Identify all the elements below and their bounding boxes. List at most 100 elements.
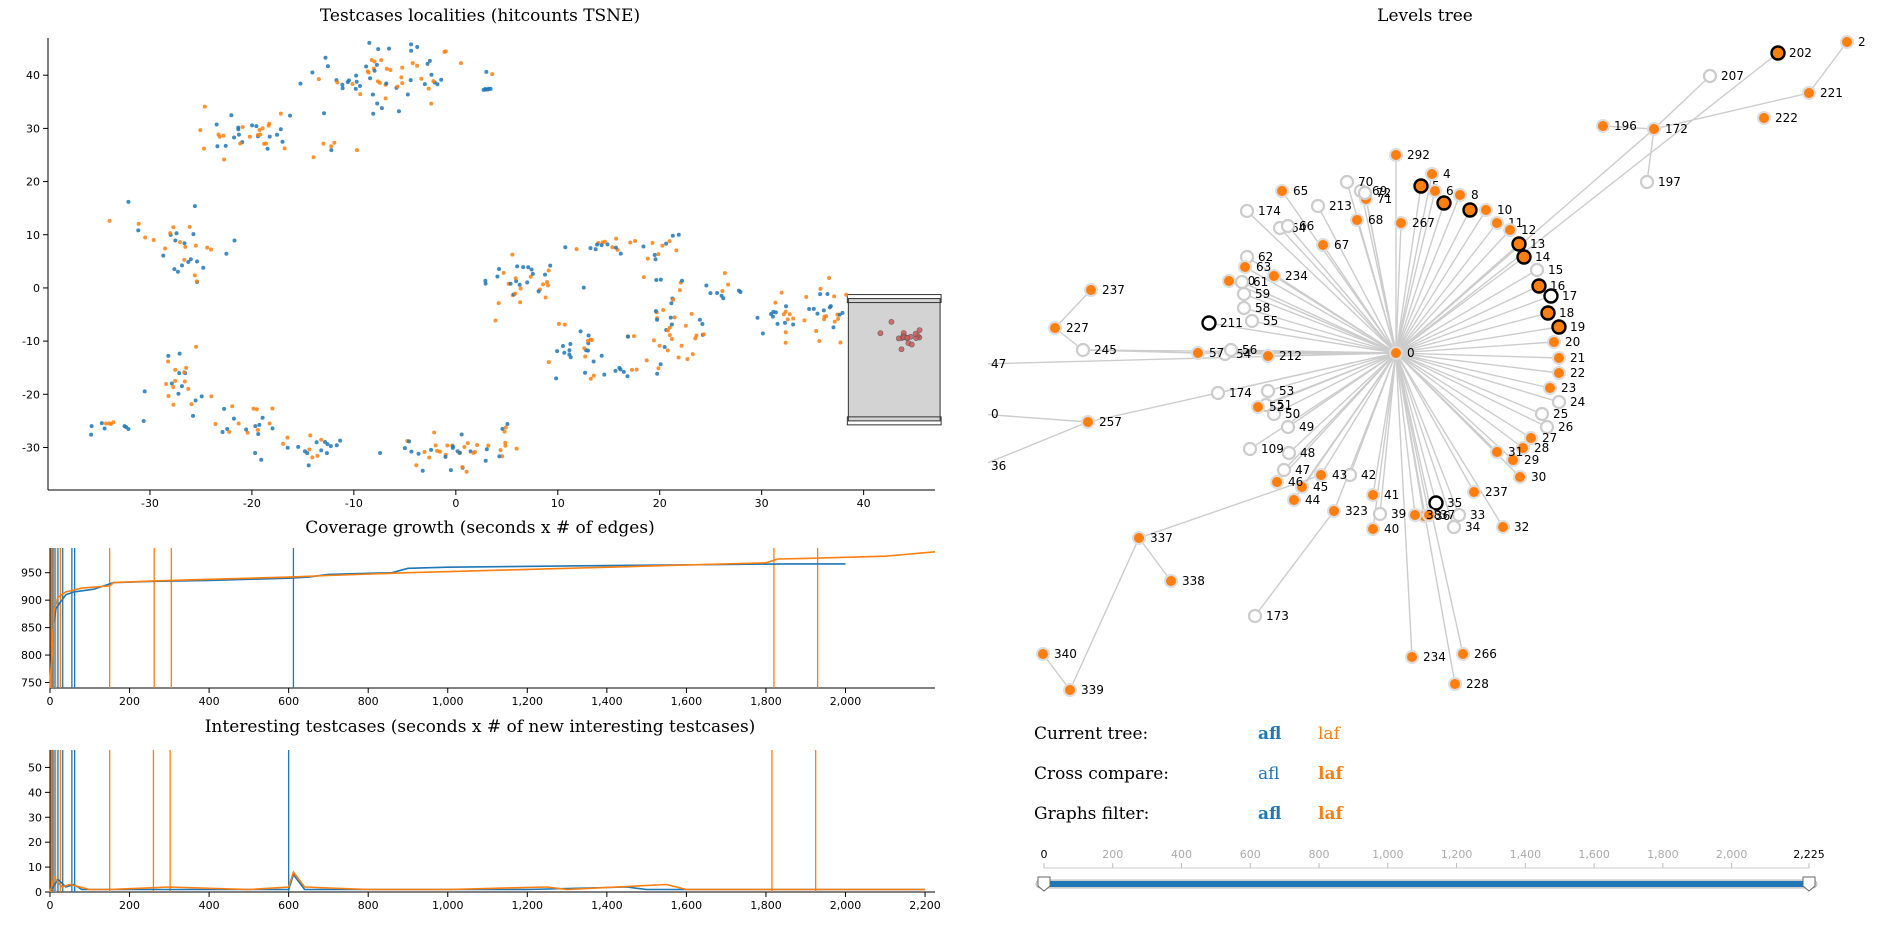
scatter-point[interactable] <box>541 282 546 287</box>
scatter-point[interactable] <box>898 346 905 353</box>
scatter-point[interactable] <box>483 278 488 283</box>
scatter-point[interactable] <box>223 143 228 148</box>
scatter-point[interactable] <box>493 318 498 323</box>
scatter-point[interactable] <box>653 309 658 314</box>
scatter-point[interactable] <box>497 266 502 271</box>
tree-node[interactable] <box>1596 119 1610 133</box>
scatter-point[interactable] <box>518 286 523 291</box>
scatter-point[interactable] <box>888 318 895 325</box>
scatter-point[interactable] <box>498 448 503 453</box>
graphs-filter-laf-toggle[interactable]: laf <box>1318 804 1343 824</box>
scatter-point[interactable] <box>183 244 188 249</box>
scatter-point[interactable] <box>625 374 630 379</box>
scatter-point[interactable] <box>560 343 565 348</box>
tree-node[interactable] <box>1287 493 1301 507</box>
tree-node[interactable] <box>1543 288 1559 304</box>
scatter-point[interactable] <box>221 133 226 138</box>
scatter-point[interactable] <box>213 422 218 427</box>
scatter-point[interactable] <box>141 418 146 423</box>
scatter-point[interactable] <box>315 453 320 458</box>
scatter-point[interactable] <box>546 268 551 273</box>
tree-node[interactable] <box>1757 111 1771 125</box>
scatter-point[interactable] <box>676 232 681 237</box>
scatter-point[interactable] <box>543 272 548 277</box>
scatter-point[interactable] <box>198 128 203 133</box>
scatter-point[interactable] <box>462 444 467 449</box>
scatter-point[interactable] <box>656 366 661 371</box>
scatter-point[interactable] <box>459 432 464 437</box>
scatter-point[interactable] <box>186 386 191 391</box>
scatter-point[interactable] <box>445 443 450 448</box>
scatter-point[interactable] <box>168 231 173 236</box>
scatter-point[interactable] <box>174 231 179 236</box>
scatter-point[interactable] <box>755 315 760 320</box>
tree-node[interactable] <box>1239 203 1255 219</box>
scatter-point[interactable] <box>314 440 319 445</box>
scatter-point[interactable] <box>402 446 407 451</box>
scatter-point[interactable] <box>658 362 663 367</box>
scatter-point[interactable] <box>490 72 495 77</box>
tree-node[interactable] <box>1075 342 1091 358</box>
scatter-point[interactable] <box>657 343 662 348</box>
scatter-point[interactable] <box>358 92 363 97</box>
scatter-point[interactable] <box>721 296 726 301</box>
scatter-point[interactable] <box>372 68 377 73</box>
tree-node[interactable] <box>1260 383 1276 399</box>
scatter-point[interactable] <box>322 111 327 116</box>
scatter-point[interactable] <box>179 263 184 268</box>
scatter-point[interactable] <box>654 278 659 283</box>
scatter-point[interactable] <box>775 321 780 326</box>
scatter-point[interactable] <box>270 406 275 411</box>
scatter-point[interactable] <box>379 58 384 63</box>
scatter-point[interactable] <box>193 243 198 248</box>
scatter-point[interactable] <box>650 240 655 245</box>
scatter-point[interactable] <box>432 430 437 435</box>
tree-node[interactable] <box>1540 305 1556 321</box>
scatter-point[interactable] <box>191 232 196 237</box>
scatter-point[interactable] <box>483 87 488 92</box>
scatter-point[interactable] <box>656 252 661 257</box>
scatter-point[interactable] <box>503 425 508 430</box>
tree-node[interactable] <box>1413 178 1429 194</box>
scatter-point[interactable] <box>548 263 553 268</box>
tree-node[interactable] <box>1408 508 1422 522</box>
scatter-point[interactable] <box>662 345 667 350</box>
scatter-point[interactable] <box>895 335 902 342</box>
scatter-point[interactable] <box>651 338 656 343</box>
tree-node[interactable] <box>1639 174 1655 190</box>
tree-node[interactable] <box>1210 385 1226 401</box>
scatter-point[interactable] <box>408 78 413 83</box>
scatter-point[interactable] <box>502 429 507 434</box>
tree-node[interactable] <box>1462 202 1478 218</box>
scatter-point[interactable] <box>832 294 837 299</box>
scatter-point[interactable] <box>329 144 334 149</box>
tree-node[interactable] <box>1350 213 1364 227</box>
tree-node[interactable] <box>1366 522 1380 536</box>
tree-node[interactable] <box>1310 198 1326 214</box>
scatter-point[interactable] <box>804 295 809 300</box>
scatter-point[interactable] <box>658 277 663 282</box>
tree-node[interactable] <box>1295 480 1309 494</box>
cross-compare-laf-toggle[interactable]: laf <box>1318 764 1343 784</box>
scatter-point[interactable] <box>89 424 94 429</box>
scatter-point[interactable] <box>677 288 682 293</box>
tree-node[interactable] <box>1840 35 1854 49</box>
scatter-point[interactable] <box>593 247 598 252</box>
tree-node[interactable] <box>1266 406 1282 422</box>
scatter-point[interactable] <box>334 443 339 448</box>
scatter-point[interactable] <box>216 132 221 137</box>
scatter-point[interactable] <box>285 445 290 450</box>
scatter-point[interactable] <box>610 245 615 250</box>
scatter-point[interactable] <box>629 367 634 372</box>
tree-node[interactable] <box>1702 68 1718 84</box>
scatter-point[interactable] <box>595 242 600 247</box>
scatter-point[interactable] <box>486 443 491 448</box>
scatter-point[interactable] <box>562 350 567 355</box>
scatter-point[interactable] <box>602 372 607 377</box>
scatter-point[interactable] <box>653 257 658 262</box>
scatter-point[interactable] <box>256 431 261 436</box>
scatter-point[interactable] <box>247 134 252 139</box>
scatter-point[interactable] <box>384 81 389 86</box>
scatter-point[interactable] <box>194 344 199 349</box>
scatter-point[interactable] <box>236 421 241 426</box>
